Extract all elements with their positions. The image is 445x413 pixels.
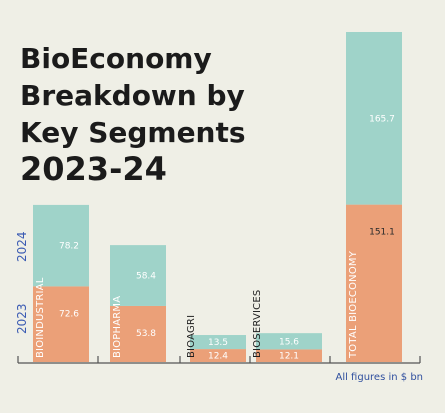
bar-2024-total-bioeconomy bbox=[346, 32, 402, 205]
chart-title-line-1: BioEconomy bbox=[20, 42, 212, 75]
bar-2024-bioindustrial bbox=[33, 204, 89, 287]
legend-label-2024: 2024 bbox=[15, 231, 29, 262]
value-label-2023-3: 12.1 bbox=[279, 352, 299, 362]
bar-2023-total-bioeconomy bbox=[346, 204, 402, 362]
value-label-2023-2: 12.4 bbox=[208, 352, 228, 362]
value-label-2024-0: 78.2 bbox=[59, 242, 79, 252]
value-label-2023-1: 53.8 bbox=[136, 329, 156, 339]
category-label-1: BIOPHARMA bbox=[112, 296, 123, 358]
chart-title-line-3: Key Segments bbox=[20, 116, 246, 149]
chart-title-line-4: 2023-24 bbox=[20, 150, 167, 188]
bar-2024-bioagri bbox=[190, 335, 246, 350]
value-label-2024-2: 13.5 bbox=[208, 338, 228, 348]
bar-2024-bioservices bbox=[256, 333, 322, 350]
value-label-2024-4: 165.7 bbox=[369, 114, 395, 124]
category-label-4: TOTAL BIOECONOMY bbox=[348, 250, 359, 359]
value-label-2024-1: 58.4 bbox=[136, 272, 156, 282]
category-label-3: BIOSERVICES bbox=[252, 290, 263, 358]
bar-2023-bioindustrial bbox=[33, 286, 89, 362]
value-label-2023-0: 72.6 bbox=[59, 309, 79, 319]
chart-title-line-2: Breakdown by bbox=[20, 79, 245, 112]
bar-2024-biopharma bbox=[110, 245, 166, 306]
bars-layer: 72.6 78.2 BIOINDUSTRIAL 53.8 58.4 BIOPHARMA 12… bbox=[33, 32, 402, 362]
bar-2023-bioservices bbox=[256, 349, 322, 362]
axis-layer bbox=[17, 356, 421, 364]
footnote-units: All figures in $ bn bbox=[335, 372, 423, 383]
value-label-2023-4: 151.1 bbox=[369, 228, 395, 238]
category-label-2: BIOAGRI bbox=[186, 315, 197, 358]
bar-2023-bioagri bbox=[190, 349, 246, 362]
category-label-0: BIOINDUSTRIAL bbox=[35, 277, 46, 358]
value-label-2024-3: 15.6 bbox=[279, 337, 299, 347]
legend-label-2023: 2023 bbox=[15, 303, 29, 334]
bar-2023-biopharma bbox=[110, 305, 166, 362]
